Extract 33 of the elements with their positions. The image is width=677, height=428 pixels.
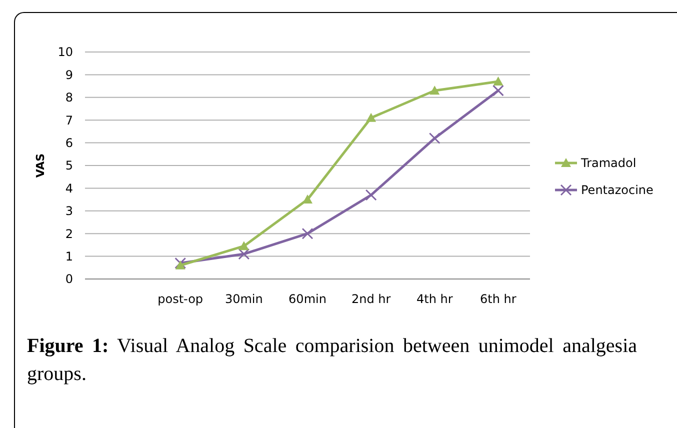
y-tick-label: 3 (65, 204, 73, 218)
point (302, 194, 312, 204)
x-tick-label: 4th hr (416, 292, 453, 306)
point (493, 76, 504, 86)
x-tick-label: 30min (224, 292, 263, 306)
point (238, 248, 250, 260)
x-tick-label: 60min (288, 292, 326, 306)
point (238, 241, 249, 250)
x-tick-label: 2nd hr (351, 292, 391, 306)
y-tick-label: 10 (58, 45, 73, 60)
legend-label: Tramadol (580, 156, 636, 170)
point (492, 84, 504, 96)
y-tick-label: 4 (65, 181, 73, 196)
text: Figure 1: Visual Analog Scale comparision between unimodel analgesia groups. (27, 335, 638, 385)
legend-label: Pentazocine (581, 183, 654, 198)
point (366, 112, 376, 122)
x-tick-label: 6th hr (480, 292, 516, 306)
y-tick-label: 0 (65, 272, 73, 286)
y-tick-label: 7 (65, 113, 73, 128)
point (430, 86, 440, 95)
point (175, 260, 186, 270)
point (302, 228, 314, 240)
y-tick-label: 5 (65, 158, 73, 173)
y-tick-label: 1 (65, 250, 73, 264)
y-tick-label: 6 (65, 136, 73, 150)
x-tick-label: post-op (158, 292, 204, 306)
y-tick-label: 9 (65, 68, 73, 82)
y-axis-title: VAS (34, 153, 47, 178)
point (174, 257, 186, 269)
y-tick-label: 2 (65, 226, 73, 241)
point (428, 132, 440, 144)
point (365, 189, 377, 201)
y-tick-label: 8 (65, 90, 73, 105)
